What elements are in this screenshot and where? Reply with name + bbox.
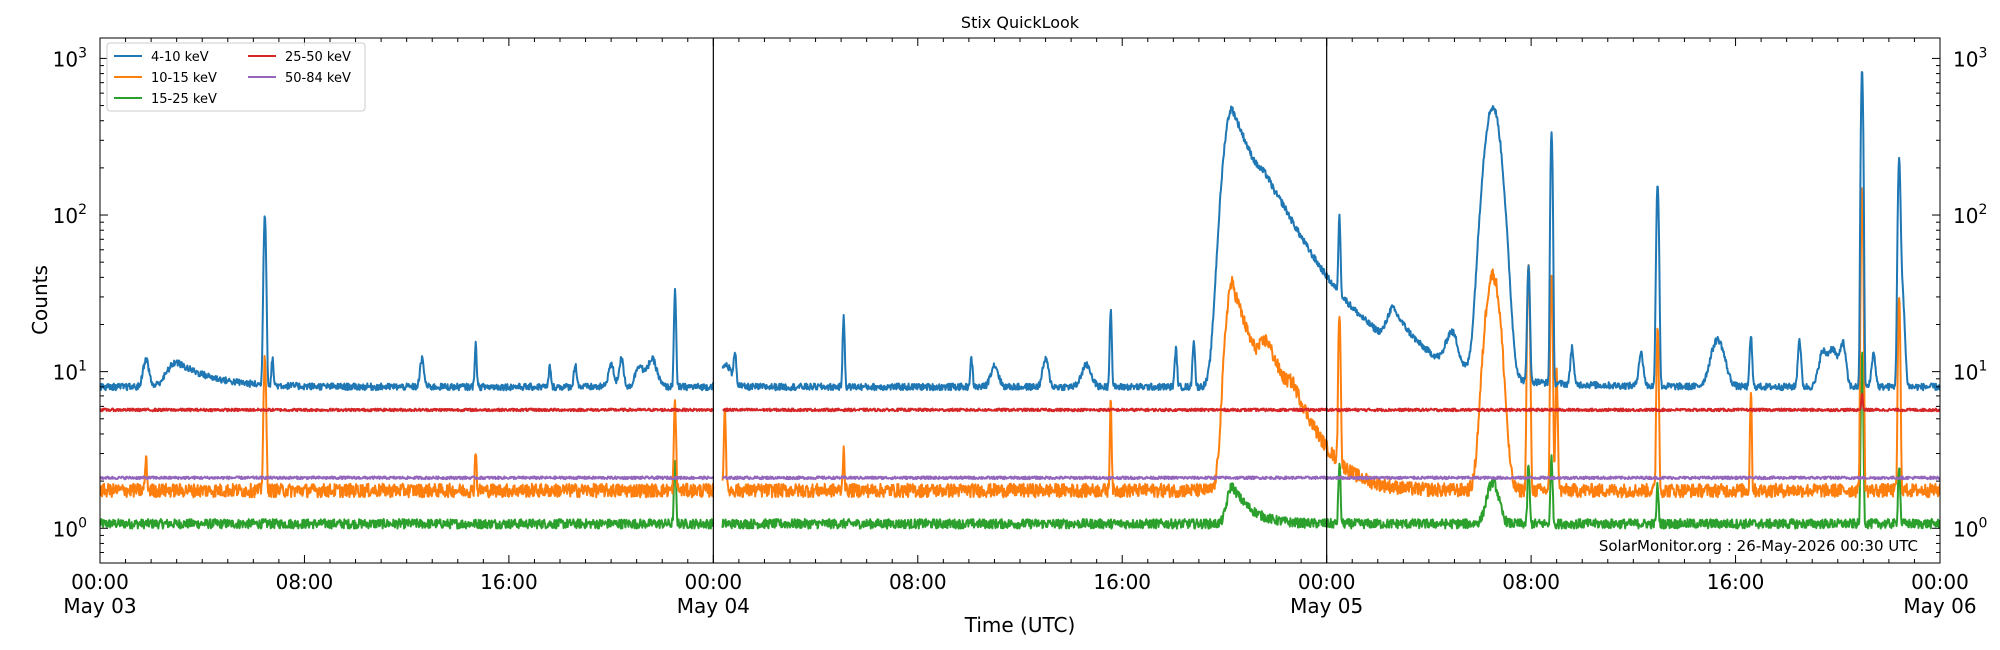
x-tick-label-date: May 04 bbox=[677, 594, 750, 618]
day-separators bbox=[712, 38, 1328, 563]
x-tick-label-date: May 06 bbox=[1903, 594, 1976, 618]
y-tick-label-right: 102 bbox=[1953, 202, 1987, 228]
plot-series-group bbox=[100, 71, 1940, 530]
legend-label: 15-25 keV bbox=[151, 92, 217, 107]
legend-label: 10-15 keV bbox=[151, 71, 217, 86]
x-tick-label-date: May 05 bbox=[1290, 594, 1363, 618]
x-tick-label-time: 00:00 bbox=[1298, 570, 1356, 594]
series-line-4-10-kev bbox=[100, 71, 1940, 392]
legend-label: 4-10 keV bbox=[151, 50, 209, 65]
legend: 4-10 keV 10-15 keV 15-25 keV 25-50 keV 50-84… bbox=[106, 42, 366, 112]
y-axis-label: Counts bbox=[28, 265, 52, 335]
series-line-25-50-kev bbox=[100, 392, 1940, 413]
chart-title: Stix QuickLook bbox=[961, 13, 1080, 32]
x-tick-label-time: 16:00 bbox=[1093, 570, 1151, 594]
x-tick-label-time: 16:00 bbox=[480, 570, 538, 594]
x-tick-label-time: 08:00 bbox=[276, 570, 334, 594]
source-annotation: SolarMonitor.org : 26-May-2026 00:30 UTC bbox=[1599, 537, 1918, 555]
legend-label: 50-84 keV bbox=[285, 71, 351, 86]
y-tick-label-right: 101 bbox=[1953, 359, 1987, 385]
x-tick-label-time: 16:00 bbox=[1707, 570, 1765, 594]
x-tick-label-time: 00:00 bbox=[1911, 570, 1969, 594]
series-line-10-15-kev bbox=[100, 187, 1940, 499]
series-line-50-84-kev bbox=[100, 475, 1940, 481]
x-tick-label-time: 08:00 bbox=[889, 570, 947, 594]
legend-box bbox=[106, 42, 366, 112]
x-axis-label: Time (UTC) bbox=[964, 613, 1076, 637]
x-tick-label-time: 00:00 bbox=[71, 570, 129, 594]
x-tick-label-time: 00:00 bbox=[685, 570, 743, 594]
x-tick-label-date: May 03 bbox=[63, 594, 136, 618]
x-tick-label-time: 08:00 bbox=[1502, 570, 1560, 594]
series-line-15-25-kev bbox=[100, 351, 1940, 530]
legend-label: 25-50 keV bbox=[285, 50, 351, 65]
